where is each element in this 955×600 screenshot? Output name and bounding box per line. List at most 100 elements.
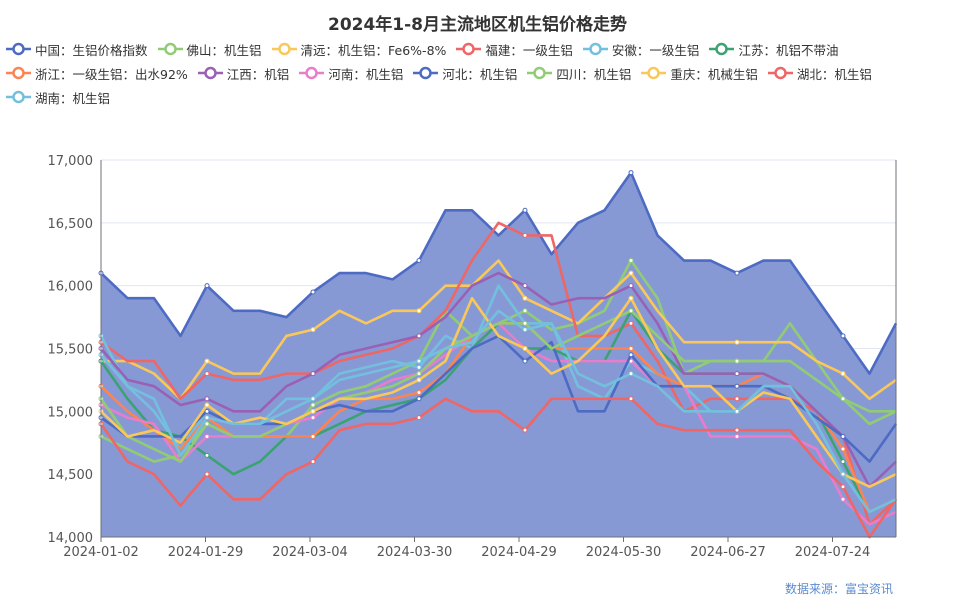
- legend-line-circle-icon: [413, 66, 439, 80]
- data-point: [416, 258, 422, 264]
- legend-label: 佛山：机生铝: [186, 42, 262, 58]
- data-point: [522, 427, 528, 433]
- data-point: [840, 371, 846, 377]
- data-source: 数据来源：富宝资讯: [784, 582, 893, 596]
- x-tick-label: 2024-05-30: [586, 545, 662, 560]
- legend-item[interactable]: 河北：机生铝: [413, 64, 517, 82]
- series-line: [99, 397, 898, 539]
- data-point: [628, 295, 634, 301]
- data-point: [310, 433, 316, 439]
- legend-item[interactable]: 安徽：一级生铝: [582, 40, 700, 58]
- data-point: [310, 459, 316, 465]
- series-line: [100, 171, 898, 375]
- data-point: [840, 496, 846, 502]
- x-tick-label: 2024-06-27: [690, 545, 766, 560]
- data-point: [522, 346, 528, 351]
- legend-label: 重庆：机械生铝: [670, 66, 758, 82]
- legend-item[interactable]: 河南：机生铝: [299, 64, 403, 82]
- data-point: [628, 258, 634, 264]
- data-point: [416, 371, 422, 377]
- y-tick-label: 16,500: [48, 217, 94, 232]
- data-point: [734, 408, 740, 414]
- legend-item[interactable]: 浙江：一级生铝：出水92%: [6, 64, 188, 82]
- legend-label: 河北：机生铝: [442, 66, 518, 82]
- data-point: [734, 339, 740, 345]
- data-point: [416, 358, 422, 364]
- data-point: [204, 421, 210, 427]
- data-point: [734, 358, 740, 364]
- data-point: [522, 327, 528, 333]
- data-point: [416, 308, 422, 314]
- data-point: [734, 433, 740, 439]
- data-point: [204, 415, 210, 421]
- x-tick-label: 2024-01-02: [63, 545, 139, 560]
- data-point: [522, 232, 528, 238]
- legend-item[interactable]: 重庆：机械生铝: [641, 64, 758, 82]
- legend-item[interactable]: 四川：机生铝: [527, 64, 631, 82]
- data-point: [522, 295, 528, 301]
- data-point: [416, 415, 422, 421]
- data-point: [628, 270, 634, 276]
- data-point: [840, 446, 846, 452]
- series-line: [100, 221, 897, 526]
- legend-line-circle-icon: [6, 66, 31, 80]
- legend-item[interactable]: 湖北：机生铝: [767, 64, 872, 82]
- data-point: [840, 484, 846, 490]
- legend-line-circle-icon: [271, 42, 297, 56]
- data-point: [204, 471, 210, 477]
- x-tick-label: 2024-04-29: [481, 545, 557, 560]
- legend-item[interactable]: 湖南：机生铝: [6, 88, 110, 106]
- legend-label: 四川：机生铝: [556, 66, 632, 82]
- y-tick-label: 15,500: [48, 343, 94, 358]
- y-tick-label: 17,000: [48, 154, 94, 169]
- data-point: [628, 283, 634, 289]
- legend-line-circle-icon: [582, 42, 608, 56]
- legend-label: 中国：生铝价格指数: [35, 42, 148, 58]
- data-point: [628, 352, 634, 358]
- area-china-index: [101, 172, 896, 538]
- legend-line-circle-icon: [456, 42, 482, 56]
- data-point: [416, 389, 422, 395]
- series-line: [100, 271, 897, 489]
- y-tick-label: 15,000: [48, 405, 94, 420]
- data-point: [310, 415, 316, 421]
- legend-item[interactable]: 江苏：机铝不带油: [709, 40, 838, 58]
- data-point: [204, 396, 210, 402]
- data-point: [310, 396, 316, 402]
- legend-item[interactable]: 江西：机铝: [197, 64, 289, 82]
- data-point: [310, 289, 316, 295]
- legend-label: 安徽：一级生铝: [611, 42, 700, 58]
- legend-item[interactable]: 清远：机生铝：Fe6%-8%: [271, 40, 447, 58]
- data-point: [840, 433, 846, 439]
- legend-item[interactable]: 中国：生铝价格指数: [6, 40, 148, 58]
- chart-title: 2024年1-8月主流地区机生铝价格走势: [327, 15, 628, 35]
- x-tick-label: 2024-03-04: [272, 545, 348, 560]
- legend-item[interactable]: 佛山：机生铝: [157, 40, 262, 58]
- series-line: [100, 309, 897, 514]
- legend-label: 清远：机生铝：Fe6%-8%: [300, 42, 447, 58]
- data-point: [628, 320, 634, 326]
- data-point: [734, 270, 740, 276]
- data-point: [840, 396, 846, 402]
- data-point: [310, 402, 316, 408]
- y-tick-label: 16,000: [48, 280, 94, 295]
- legend-label: 江苏：机铝不带油: [738, 42, 839, 58]
- data-point: [204, 283, 210, 289]
- data-point: [628, 346, 634, 351]
- data-point: [734, 396, 740, 402]
- legend-line-circle-icon: [709, 42, 735, 56]
- legend-line-circle-icon: [299, 66, 325, 80]
- data-point: [840, 333, 846, 339]
- legend-item[interactable]: 福建：一级生铝: [456, 40, 573, 58]
- data-point: [204, 402, 210, 408]
- data-point: [204, 433, 210, 439]
- legend-label: 河南：机生铝: [328, 66, 404, 82]
- data-point: [204, 358, 210, 364]
- data-point: [310, 371, 316, 377]
- y-tick-label: 14,500: [48, 468, 94, 483]
- data-point: [416, 396, 422, 402]
- data-point: [522, 320, 528, 326]
- data-point: [522, 308, 528, 314]
- series-line: [99, 309, 897, 463]
